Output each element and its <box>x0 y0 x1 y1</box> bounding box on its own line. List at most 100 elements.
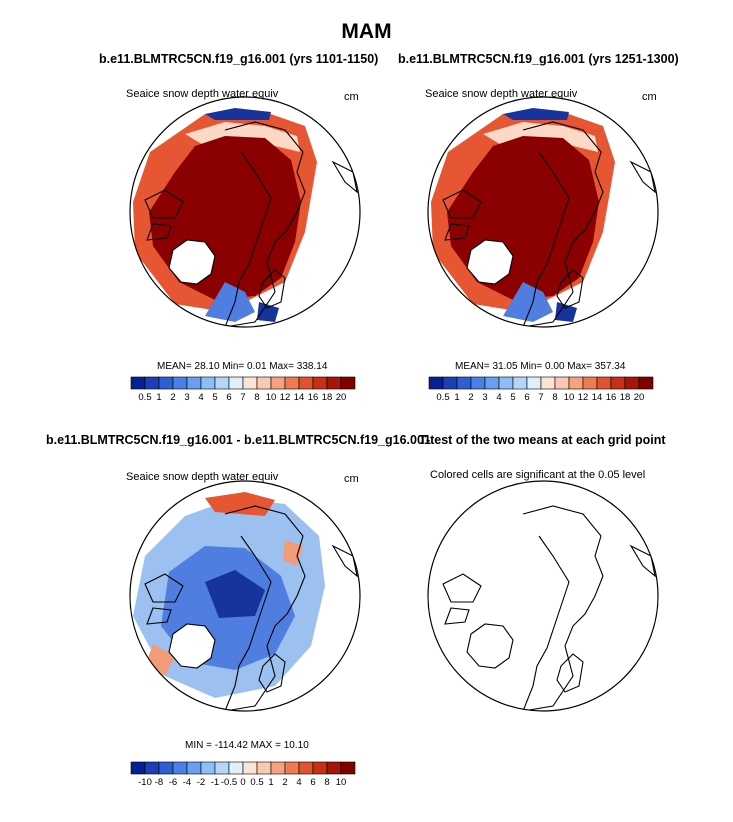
colorbar-tick-label: 20 <box>634 392 645 403</box>
colorbar-tick-label: 1 <box>454 392 459 403</box>
colorbar-swatch <box>596 376 612 390</box>
left-panel-title: b.e11.BLMTRC5CN.f19_g16.001 (yrs 1101-11… <box>99 52 379 66</box>
colorbar-tick-label: 0 <box>240 777 245 788</box>
map-boundary <box>129 480 361 712</box>
colorbar-swatch <box>130 761 146 775</box>
snow-blue-region <box>503 108 569 120</box>
colorbar-swatch <box>214 376 230 390</box>
colorbar-swatch <box>568 376 584 390</box>
diff-panel-title: b.e11.BLMTRC5CN.f19_g16.001 - b.e11.BLMT… <box>46 433 431 447</box>
colorbar-swatch <box>228 761 244 775</box>
colorbar-swatch <box>498 376 514 390</box>
colorbar: -10 -8 -6 -4 -2 -1 -0.5 0 0.5 1 2 4 6 8 10 <box>130 761 356 788</box>
colorbar-tick-label: 8 <box>254 392 259 403</box>
colorbar-tick-label: 5 <box>212 392 217 403</box>
ttest-panel-title: T-test of the two means at each grid poi… <box>419 433 666 447</box>
colorbar-swatch <box>256 376 272 390</box>
colorbar-swatch <box>326 376 342 390</box>
colorbar-swatch <box>470 376 486 390</box>
colorbar-swatch <box>326 761 342 775</box>
colorbar-swatch <box>200 376 216 390</box>
colorbar-tick-label: 0.5 <box>250 777 263 788</box>
coastline <box>444 223 470 241</box>
colorbar-swatch <box>158 761 174 775</box>
panel-subtitle: Seaice snow depth water equiv <box>126 471 279 483</box>
colorbar-swatch <box>256 761 272 775</box>
colorbar-tick-label: 2 <box>468 392 473 403</box>
coastline <box>629 160 656 194</box>
coastline <box>168 239 216 285</box>
right-panel-title: b.e11.BLMTRC5CN.f19_g16.001 (yrs 1251-13… <box>398 52 679 66</box>
colorbar-tick-label: -8 <box>155 777 163 788</box>
coastline <box>466 239 514 285</box>
colorbar-swatch <box>242 761 258 775</box>
colorbar-swatch <box>624 376 640 390</box>
map-panel-top-right <box>427 96 659 328</box>
stats-label: MEAN= 31.05 Min= 0.00 Max= 357.34 <box>455 361 626 372</box>
colorbar-tick-label: -6 <box>169 777 177 788</box>
colorbar-tick-label: 10 <box>266 392 277 403</box>
panel-subtitle: Colored cells are significant at the 0.0… <box>430 469 646 481</box>
coastline <box>146 607 172 625</box>
coastline <box>224 121 306 327</box>
colorbar-tick-label: -1 <box>211 777 219 788</box>
map-boundary <box>129 96 361 328</box>
colorbar-swatch <box>512 376 528 390</box>
colorbar-swatch <box>484 376 500 390</box>
colorbar-tick-label: 10 <box>564 392 575 403</box>
greenland-land <box>467 240 513 284</box>
colorbar-tick-label: 6 <box>524 392 529 403</box>
colorbar-swatch <box>554 376 570 390</box>
colorbar-tick-label: 12 <box>578 392 589 403</box>
colorbar-swatch <box>144 761 160 775</box>
colorbar-swatch <box>526 376 542 390</box>
coastline <box>522 505 604 711</box>
colorbar-tick-label: 14 <box>294 392 305 403</box>
coastline <box>144 573 184 603</box>
colorbar-tick-label: 14 <box>592 392 603 403</box>
colorbar-swatch <box>144 376 160 390</box>
units-label: cm <box>344 91 359 103</box>
coastline <box>331 160 358 194</box>
colorbar-swatch <box>312 761 328 775</box>
colorbar-tick-label: 7 <box>538 392 543 403</box>
coastline <box>556 269 584 309</box>
colorbar-swatch <box>582 376 598 390</box>
units-label: cm <box>344 473 359 485</box>
colorbar-swatch <box>270 376 286 390</box>
colorbar-swatch <box>298 376 314 390</box>
colorbar-swatch <box>242 376 258 390</box>
colorbar-tick-label: 18 <box>322 392 333 403</box>
colorbar-tick-label: 16 <box>308 392 319 403</box>
map-boundary <box>427 480 659 712</box>
coastline <box>522 121 604 327</box>
colorbar-tick-label: 6 <box>310 777 315 788</box>
colorbar-swatch <box>284 761 300 775</box>
colorbar-tick-label: -2 <box>197 777 205 788</box>
colorbar-swatch <box>172 761 188 775</box>
colorbar-tick-label: 5 <box>510 392 515 403</box>
colorbar-tick-label: 16 <box>606 392 617 403</box>
coastline <box>224 505 306 711</box>
colorbar-swatch <box>638 376 654 390</box>
colorbar-tick-label: 1 <box>156 392 161 403</box>
colorbar-swatch <box>186 761 202 775</box>
colorbar-swatch <box>172 376 188 390</box>
colorbar-tick-label: 3 <box>482 392 487 403</box>
coastline <box>331 544 358 578</box>
coastline <box>258 653 286 693</box>
colorbar-tick-label: 6 <box>226 392 231 403</box>
colorbar-swatch <box>228 376 244 390</box>
snow-blue-region <box>555 302 577 322</box>
coastline <box>168 623 216 669</box>
coastline <box>258 269 286 309</box>
colorbar-swatch <box>186 376 202 390</box>
coastline <box>466 623 514 669</box>
colorbar-swatch <box>540 376 556 390</box>
map-boundary <box>427 96 659 328</box>
colorbar-tick-label: 3 <box>184 392 189 403</box>
colorbar-swatch <box>428 376 444 390</box>
colorbar-tick-label: 4 <box>198 392 203 403</box>
colorbar-tick-label: 18 <box>620 392 631 403</box>
figure-title: MAM <box>341 20 392 43</box>
